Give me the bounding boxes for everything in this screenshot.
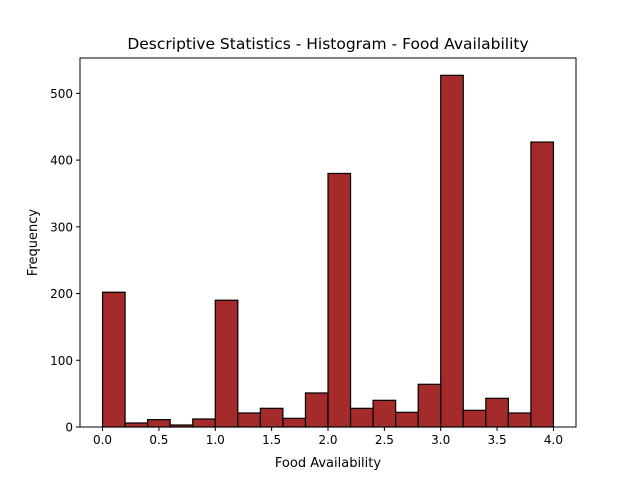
y-tick-label: 300	[50, 220, 73, 234]
plot-frame	[79, 57, 577, 428]
x-tick-label: 2.0	[318, 433, 337, 447]
y-axis-ticks: 0 100 200 300 400 500	[50, 87, 80, 435]
bars-group	[101, 74, 555, 428]
histogram-bar	[259, 407, 284, 428]
histogram-bar	[147, 419, 171, 428]
histogram-bar	[462, 409, 487, 428]
histogram-bar	[372, 399, 397, 428]
histogram-bar	[485, 397, 509, 428]
histogram-bar	[214, 299, 239, 428]
x-tick-label: 0.5	[149, 433, 168, 447]
x-tick-label: 2.5	[375, 433, 394, 447]
y-tick-label: 100	[50, 354, 73, 368]
histogram-bar	[282, 417, 307, 428]
x-tick-label: 1.0	[206, 433, 225, 447]
histogram-bar	[101, 291, 126, 428]
x-tick-label: 0.0	[93, 433, 112, 447]
histogram-bar	[304, 392, 329, 428]
y-tick-label: 200	[50, 287, 73, 301]
chart-title: Descriptive Statistics - Histogram - Foo…	[127, 35, 528, 53]
histogram-bar	[395, 411, 419, 428]
histogram-bar	[237, 412, 261, 428]
y-axis-label: Frequency	[26, 209, 41, 276]
y-tick-label: 400	[50, 154, 73, 168]
x-tick-label: 3.0	[431, 433, 450, 447]
y-tick-label: 500	[50, 87, 73, 101]
histogram-bar	[349, 407, 374, 428]
histogram-bar	[192, 418, 216, 428]
x-tick-label: 1.5	[262, 433, 281, 447]
histogram-bar	[124, 422, 149, 428]
x-axis-label: Food Availability	[275, 456, 381, 471]
y-tick-label: 0	[65, 421, 73, 435]
x-tick-label: 3.5	[488, 433, 507, 447]
histogram-bar	[530, 141, 555, 428]
histogram-bar	[327, 172, 352, 428]
histogram-bar	[440, 74, 464, 428]
x-tick-label: 4.0	[544, 433, 563, 447]
x-axis-ticks: 0.0 0.5 1.0 1.5 2.0 2.5 3.0 3.5 4.0	[93, 427, 563, 447]
histogram-bar	[507, 412, 532, 428]
histogram-bar	[417, 383, 442, 428]
